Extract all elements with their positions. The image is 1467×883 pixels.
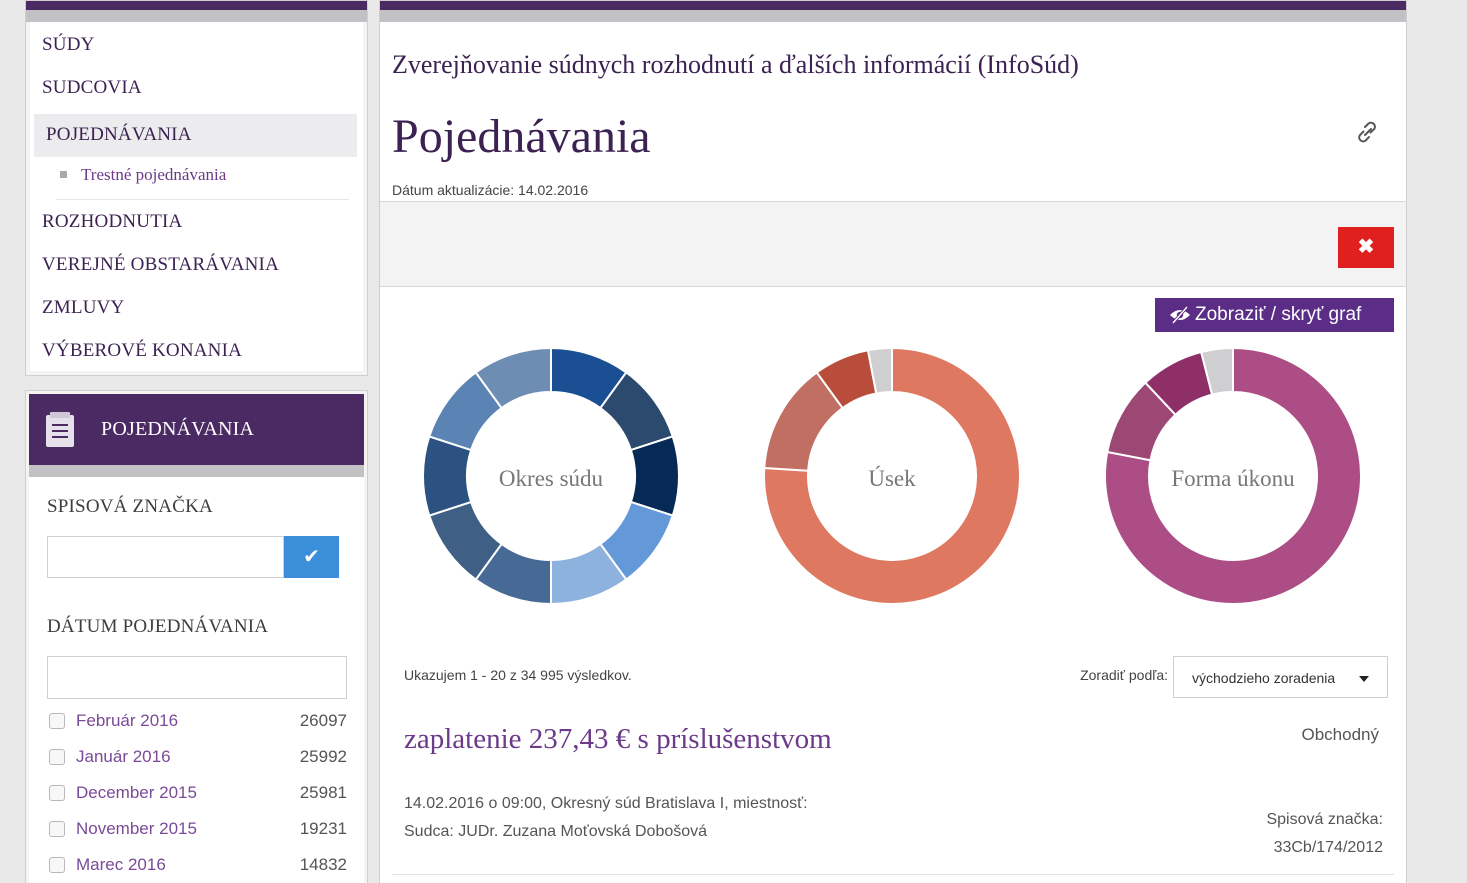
nav-item-sudcovia[interactable]: SUDCOVIA	[42, 77, 142, 98]
result-judge-line: Sudca: JUDr. Zuzana Moťovská Dobošová	[404, 823, 708, 840]
facet-count: 25992	[299, 747, 347, 766]
page-title: Pojednávania	[392, 110, 651, 163]
facet-count: 14832	[299, 855, 347, 874]
sort-label: Zoradiť podľa:	[1080, 667, 1168, 683]
nav-item-verejne-obstaravania[interactable]: VEREJNÉ OBSTARÁVANIA	[42, 254, 280, 275]
toggle-graph-label: Zobraziť / skryť graf	[1195, 304, 1362, 325]
toggle-graph-button[interactable]: Zobraziť / skryť graf	[1155, 298, 1394, 332]
spis-input[interactable]	[47, 536, 284, 578]
nav-item-rozhodnutia[interactable]: ROZHODNUTIA	[42, 211, 183, 232]
nav-list: SÚDY SUDCOVIA POJEDNÁVANIA Trestné pojed…	[30, 22, 363, 371]
sort-select[interactable]: východzieho zoradenia	[1173, 656, 1388, 698]
spis-submit-button[interactable]: ✔	[284, 536, 339, 578]
result-spis-label: Spisová značka:	[1266, 811, 1383, 828]
donut-slice[interactable]	[1199, 346, 1234, 396]
results-count: Ukazujem 1 - 20 z 34 995 výsledkov.	[404, 667, 632, 683]
main-content: Zverejňovanie súdnych rozhodnutí a ďalší…	[379, 0, 1407, 883]
facet-item[interactable]: Január 2016 25992	[47, 746, 347, 770]
main-nav-panel: SÚDY SUDCOVIA POJEDNÁVANIA Trestné pojed…	[25, 0, 368, 376]
close-icon: ✖	[1357, 236, 1375, 258]
facet-label: Január 2016	[76, 747, 171, 766]
facet-count: 19231	[299, 819, 347, 838]
facet-item[interactable]: December 2015 25981	[47, 782, 347, 806]
donut-chart-okres-sudu[interactable]: Okres súdu	[421, 346, 681, 606]
spis-label: SPISOVÁ ZNAČKA	[47, 496, 213, 517]
donut-label-usek: Úsek	[868, 465, 916, 491]
donut-label-okres-sudu: Okres súdu	[499, 466, 604, 491]
facet-checkbox[interactable]	[49, 785, 65, 801]
site-subtitle: Zverejňovanie súdnych rozhodnutí a ďalší…	[392, 50, 1079, 79]
facet-label: December 2015	[76, 783, 197, 802]
donut-slice[interactable]	[763, 346, 1021, 605]
donut-chart-forma-ukonu[interactable]: Forma úkonu	[1103, 346, 1363, 606]
nav-top-bar	[26, 1, 367, 10]
nav-subitem-trestne[interactable]: Trestné pojednávania	[60, 165, 226, 185]
main-gray-bar	[380, 10, 1406, 22]
facet-checkbox[interactable]	[49, 749, 65, 765]
bullet-square-icon	[60, 170, 67, 178]
toolbar: ✖	[380, 201, 1406, 287]
divider	[392, 874, 1394, 875]
nav-item-vyberove-konania[interactable]: VÝBEROVÉ KONANIA	[42, 340, 243, 361]
donut-slice[interactable]	[866, 346, 893, 395]
filter-panel-title: POJEDNÁVANIA	[101, 418, 255, 440]
date-input[interactable]	[47, 656, 347, 699]
facet-count: 25981	[299, 783, 347, 802]
link-icon[interactable]	[1354, 118, 1380, 146]
main-top-bar	[380, 1, 1406, 10]
nav-gray-bar	[26, 10, 367, 22]
last-updated: Dátum aktualizácie: 14.02.2016	[392, 182, 589, 198]
result-spis-value: 33Cb/174/2012	[1273, 839, 1383, 856]
filter-panel: POJEDNÁVANIA SPISOVÁ ZNAČKA ✔ DÁTUM POJE…	[25, 390, 368, 883]
facet-checkbox[interactable]	[49, 857, 65, 873]
nav-subitem-label: Trestné pojednávania	[81, 165, 227, 184]
facet-item[interactable]: Marec 2016 14832	[47, 854, 347, 878]
result-type: Obchodný	[1301, 725, 1380, 744]
donut-slice[interactable]	[474, 346, 552, 410]
filter-panel-header: POJEDNÁVANIA	[29, 394, 364, 465]
nav-item-zmluvy[interactable]: ZMLUVY	[42, 297, 125, 318]
nav-item-pojednavania[interactable]: POJEDNÁVANIA	[34, 114, 357, 157]
donut-slice[interactable]	[1104, 346, 1362, 605]
facet-count: 26097	[299, 711, 347, 730]
caret-down-icon	[1359, 676, 1369, 682]
facet-item[interactable]: Február 2016 26097	[47, 710, 347, 734]
clipboard-checklist-icon	[46, 412, 74, 447]
facet-checkbox[interactable]	[49, 821, 65, 837]
nav-item-sudy[interactable]: SÚDY	[42, 34, 95, 55]
facet-label: November 2015	[76, 819, 197, 838]
checkmark-icon: ✔	[303, 546, 320, 568]
facet-label: Február 2016	[76, 711, 179, 730]
sort-select-value: východzieho zoradenia	[1192, 670, 1336, 686]
donut-chart-usek[interactable]: Úsek	[762, 346, 1022, 606]
filter-gray-bar	[29, 465, 364, 477]
donut-label-forma-ukonu: Forma úkonu	[1171, 466, 1295, 491]
result-title-link[interactable]: zaplatenie 237,43 € s príslušenstvom	[404, 723, 832, 755]
facet-item[interactable]: November 2015 19231	[47, 818, 347, 842]
facet-checkbox[interactable]	[49, 713, 65, 729]
facet-label: Marec 2016	[76, 855, 166, 874]
date-label: DÁTUM POJEDNÁVANIA	[47, 616, 269, 637]
close-button[interactable]: ✖	[1338, 227, 1394, 268]
filter-body: SPISOVÁ ZNAČKA ✔ DÁTUM POJEDNÁVANIA Febr…	[29, 477, 364, 883]
divider	[56, 199, 349, 200]
eye-slash-icon	[1170, 306, 1190, 324]
result-meta-line: 14.02.2016 o 09:00, Okresný súd Bratisla…	[404, 795, 808, 812]
